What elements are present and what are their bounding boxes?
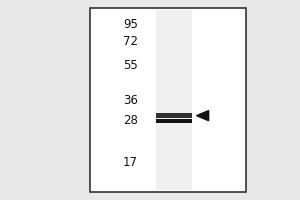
Text: 95: 95 [123,18,138,31]
Text: 55: 55 [123,59,138,72]
Text: 28: 28 [123,114,138,127]
Bar [156,113,192,118]
Text: 72: 72 [123,35,138,48]
Bar [156,119,192,123]
Text: 17: 17 [123,156,138,169]
Text: 36: 36 [123,94,138,107]
Bar [156,10,192,190]
Polygon shape [196,111,208,121]
Bar [90,8,246,192]
